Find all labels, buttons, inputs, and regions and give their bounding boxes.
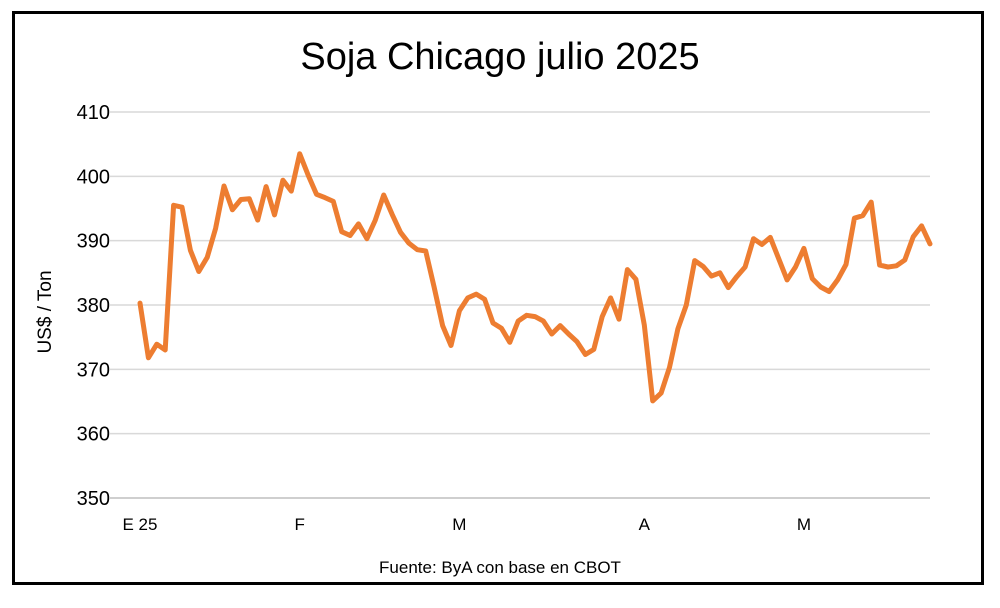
x-tick-label: F [294, 515, 304, 534]
y-tick-label: 370 [77, 359, 110, 381]
x-tick-label: A [639, 515, 651, 534]
chart-title: Soja Chicago julio 2025 [300, 36, 700, 78]
y-tick-label: 380 [77, 295, 110, 317]
chart-frame [12, 11, 984, 585]
y-tick-label: 400 [77, 166, 110, 188]
y-tick-label: 390 [77, 231, 110, 253]
chart-source: Fuente: ByA con base en CBOT [379, 558, 621, 577]
series-line [137, 151, 933, 404]
x-tick-label: M [797, 515, 811, 534]
y-tick-label: 410 [77, 102, 110, 124]
y-tick-label: 360 [77, 424, 110, 446]
y-tick-label: 350 [77, 488, 110, 510]
x-tick-label: M [452, 515, 466, 534]
x-tick-label: E 25 [123, 515, 158, 534]
